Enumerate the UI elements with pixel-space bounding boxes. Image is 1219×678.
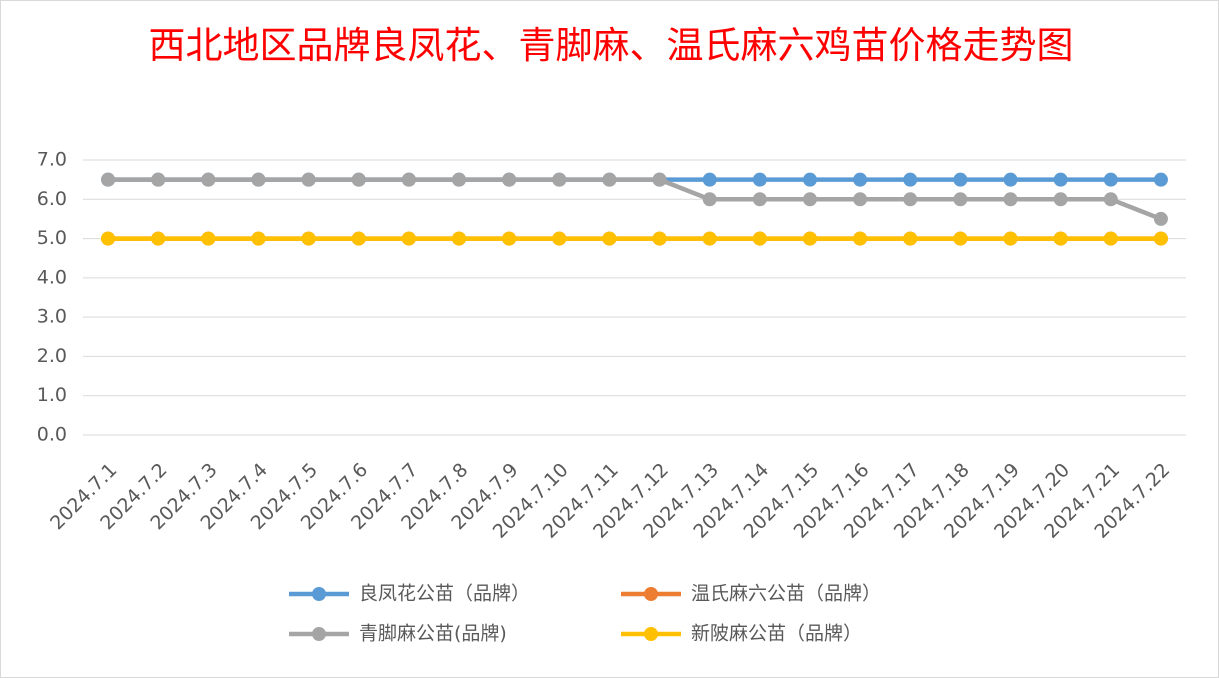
data-point	[101, 231, 116, 246]
data-point	[953, 172, 968, 187]
legend-marker	[312, 627, 326, 641]
data-point	[251, 172, 266, 187]
data-point	[752, 231, 767, 246]
data-point	[251, 231, 266, 246]
data-point	[752, 172, 767, 187]
data-point	[552, 231, 567, 246]
data-point	[502, 172, 517, 187]
data-point	[1153, 172, 1168, 187]
y-tick-label: 5.0	[37, 227, 67, 249]
data-point	[552, 172, 567, 187]
data-point	[853, 231, 868, 246]
data-point	[652, 231, 667, 246]
y-tick-label: 0.0	[37, 424, 67, 446]
data-point	[301, 172, 316, 187]
data-point	[101, 172, 116, 187]
data-point	[351, 172, 366, 187]
y-tick-label: 7.0	[37, 149, 67, 171]
data-point	[201, 231, 216, 246]
data-point	[151, 231, 166, 246]
data-point	[702, 192, 717, 207]
data-point	[1153, 231, 1168, 246]
series-line	[108, 177, 1162, 222]
data-point	[401, 231, 416, 246]
data-point	[301, 231, 316, 246]
data-point	[903, 231, 918, 246]
y-tick-label: 6.0	[37, 188, 67, 210]
data-point	[351, 231, 366, 246]
data-point	[802, 192, 817, 207]
legend-marker	[312, 587, 326, 601]
data-point	[903, 172, 918, 187]
data-point	[1053, 231, 1068, 246]
data-point	[602, 231, 617, 246]
data-point	[1003, 172, 1018, 187]
data-point	[1103, 172, 1118, 187]
data-point	[853, 192, 868, 207]
legend-label: 青脚麻公苗(品牌)	[359, 623, 507, 645]
data-point	[151, 172, 166, 187]
y-tick-label: 4.0	[37, 266, 67, 288]
data-point	[1053, 172, 1068, 187]
data-point	[502, 231, 517, 246]
data-point	[702, 172, 717, 187]
data-point	[1103, 192, 1118, 207]
data-point	[1003, 192, 1018, 207]
data-point	[853, 172, 868, 187]
chart-title: 西北地区品牌良凤花、青脚麻、温氏麻六鸡苗价格走势图	[148, 24, 1074, 67]
data-point	[903, 192, 918, 207]
legend-label: 良凤花公苗（品牌）	[359, 583, 530, 605]
data-point	[1003, 231, 1018, 246]
data-point	[602, 172, 617, 187]
data-point	[1053, 192, 1068, 207]
data-point	[953, 231, 968, 246]
y-tick-label: 2.0	[37, 345, 67, 367]
legend-label: 温氏麻六公苗（品牌）	[691, 583, 881, 605]
data-point	[652, 172, 667, 187]
legend-marker	[644, 627, 658, 641]
data-point	[802, 172, 817, 187]
data-point	[1103, 231, 1118, 246]
data-point	[752, 192, 767, 207]
data-point	[452, 231, 467, 246]
legend-label: 新陂麻公苗（品牌）	[691, 623, 862, 645]
data-point	[452, 172, 467, 187]
data-point	[802, 231, 817, 246]
data-point	[1153, 211, 1168, 226]
data-point	[953, 192, 968, 207]
y-tick-label: 3.0	[37, 306, 67, 328]
y-tick-label: 1.0	[37, 384, 67, 406]
data-point	[702, 231, 717, 246]
data-point	[201, 172, 216, 187]
legend-marker	[644, 587, 658, 601]
data-point	[401, 172, 416, 187]
